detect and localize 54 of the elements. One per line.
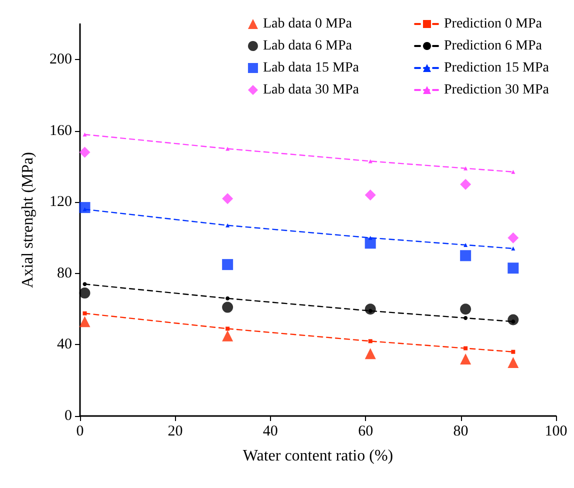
legend-label: Prediction 15 MPa bbox=[444, 60, 550, 76]
legend-label: Lab data 6 MPa bbox=[262, 38, 353, 54]
x-tick-label: 60 bbox=[358, 424, 374, 440]
point bbox=[222, 259, 234, 270]
point bbox=[368, 236, 372, 240]
point bbox=[508, 232, 519, 244]
x-tick-label: 100 bbox=[544, 424, 568, 440]
point bbox=[508, 357, 519, 368]
point bbox=[226, 223, 230, 228]
y-tick-label: 200 bbox=[50, 52, 72, 68]
point bbox=[511, 350, 516, 354]
y-tick-label: 80 bbox=[57, 265, 72, 282]
point bbox=[79, 316, 90, 328]
point bbox=[368, 339, 372, 344]
legend-label: Prediction 6 MPa bbox=[444, 38, 543, 54]
point bbox=[222, 193, 234, 204]
point bbox=[460, 178, 472, 190]
y-tick-label: 160 bbox=[50, 122, 72, 139]
point bbox=[464, 346, 468, 350]
point bbox=[508, 262, 519, 274]
x-tick-label: 80 bbox=[453, 424, 468, 440]
y-tick-label: 120 bbox=[50, 194, 72, 210]
x-tick-label: 0 bbox=[76, 424, 84, 440]
x-axis-title: Water content ratio (%) bbox=[242, 448, 394, 464]
y-tick-label: 40 bbox=[57, 336, 72, 353]
legend-label: Lab data 0 MPa bbox=[262, 16, 353, 32]
point bbox=[460, 304, 472, 315]
legend-label: Lab data 30 MPa bbox=[262, 82, 360, 98]
legend-label: Prediction 30 MPa bbox=[444, 82, 550, 98]
point bbox=[222, 302, 234, 313]
point bbox=[79, 288, 90, 299]
point bbox=[222, 330, 234, 342]
y-axis-title: Axial strenght (MPa) bbox=[20, 152, 36, 288]
point bbox=[464, 316, 468, 320]
point bbox=[82, 311, 87, 316]
y-tick-label: 0 bbox=[64, 408, 72, 424]
point bbox=[464, 166, 468, 170]
point bbox=[511, 246, 516, 251]
point bbox=[460, 250, 472, 262]
x-tick-label: 20 bbox=[168, 424, 183, 440]
point bbox=[79, 146, 90, 158]
point bbox=[82, 132, 87, 136]
point bbox=[460, 353, 472, 364]
x-tick-label: 40 bbox=[262, 424, 278, 440]
point bbox=[364, 348, 376, 360]
legend-label: Prediction 0 MPa bbox=[444, 16, 543, 32]
point bbox=[82, 282, 87, 286]
legend-label: Lab data 15 MPa bbox=[262, 60, 360, 76]
point bbox=[226, 296, 230, 300]
point bbox=[79, 202, 90, 214]
point bbox=[464, 242, 468, 247]
point bbox=[511, 170, 516, 174]
point bbox=[364, 190, 376, 201]
point bbox=[226, 326, 230, 331]
